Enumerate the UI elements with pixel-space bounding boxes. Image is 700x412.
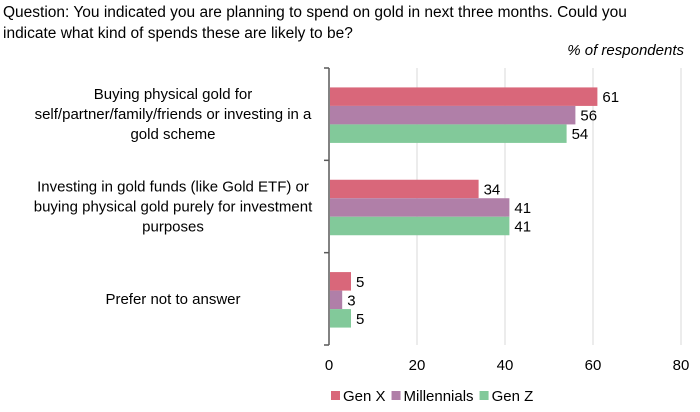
legend-item: Gen X: [331, 388, 386, 405]
x-tick-labels: 0 20 40 60 80: [325, 357, 690, 374]
data-label: 5: [356, 274, 364, 291]
x-tick-label: 80: [673, 357, 690, 374]
category-label: gold scheme: [130, 126, 215, 143]
category-label: Investing in gold funds (like Gold ETF) …: [37, 179, 309, 196]
x-tick-label: 40: [497, 357, 514, 374]
legend-item: Gen Z: [479, 388, 534, 405]
y-axis: [324, 67, 330, 346]
bar-gen-z: [330, 309, 351, 328]
legend-label: Millennials: [404, 388, 474, 405]
legend-swatch: [391, 391, 401, 400]
data-label: 54: [572, 126, 589, 143]
legend-label: Gen X: [343, 388, 386, 405]
legend-swatch: [331, 391, 340, 400]
category-label: buying physical gold purely for investme…: [34, 199, 313, 216]
bar-millennials: [330, 198, 510, 217]
category-label: Prefer not to answer: [105, 291, 240, 308]
legend-swatch: [479, 391, 489, 400]
x-tick-label: 0: [325, 357, 333, 374]
bar-gen-x: [330, 87, 598, 106]
bar-gen-x: [330, 179, 479, 199]
legend-label: Gen Z: [492, 388, 534, 405]
data-label: 56: [580, 108, 597, 125]
category-label: purposes: [142, 219, 204, 236]
x-tick-label: 20: [409, 357, 426, 374]
unit-label: % of respondents: [567, 42, 684, 59]
data-label: 34: [484, 182, 501, 199]
category-labels: Buying physical gold for self/partner/fam…: [34, 86, 313, 308]
chart-title: Question: You indicated you are planning…: [3, 4, 627, 42]
bar-gen-z: [330, 124, 567, 143]
data-label: 41: [514, 219, 531, 236]
data-label: 5: [356, 311, 364, 328]
legend-item: Millennials: [391, 388, 474, 405]
bar-gen-x: [330, 272, 351, 291]
data-label: 61: [602, 89, 619, 106]
data-label: 41: [514, 200, 531, 217]
chart-title-line: Question: You indicated you are planning…: [3, 4, 627, 21]
chart-title-line: indicate what kind of spends these are l…: [3, 25, 353, 42]
category-label: Buying physical gold for: [94, 86, 252, 103]
x-tick-label: 60: [585, 357, 602, 374]
bar-gen-z: [330, 216, 510, 236]
legend: Gen X Millennials Gen Z: [331, 388, 533, 405]
bar-millennials: [330, 105, 576, 125]
category-label: self/partner/family/friends or investing…: [35, 106, 312, 123]
data-label: 3: [347, 292, 355, 309]
bar-millennials: [330, 290, 343, 310]
